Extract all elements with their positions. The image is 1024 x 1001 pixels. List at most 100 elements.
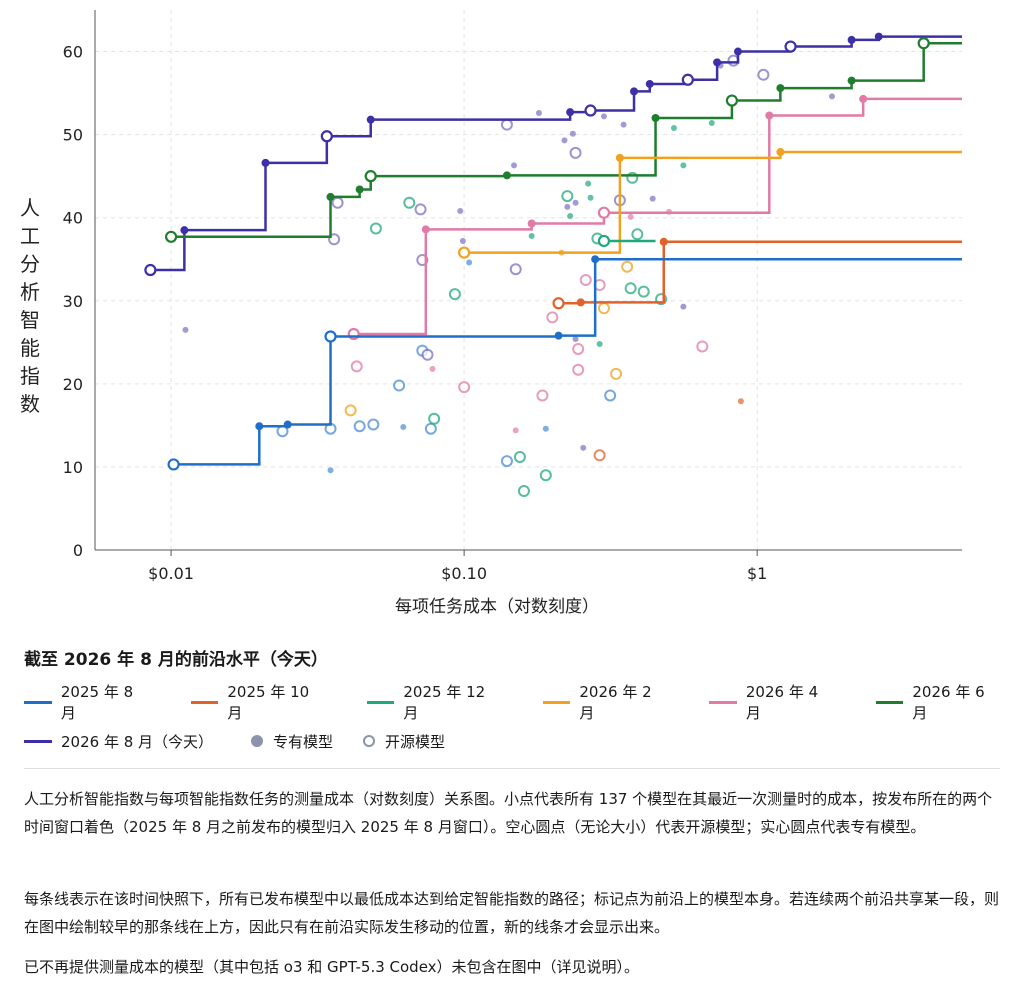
legend-label: 专有模型 bbox=[273, 732, 334, 751]
legend-label: 2026 年 2 月 bbox=[579, 683, 652, 722]
x-tick-label: $0.01 bbox=[148, 564, 194, 583]
scatter-point-open bbox=[350, 360, 363, 373]
frontier-marker bbox=[615, 153, 624, 162]
x-tick-label: $1 bbox=[747, 564, 767, 583]
legend-item[interactable]: 2025 年 12 月 bbox=[366, 681, 505, 723]
scatter-point-open bbox=[536, 389, 549, 402]
open-circle-icon bbox=[363, 735, 376, 747]
legend-swatch bbox=[24, 739, 52, 743]
x-axis-label: 每项任务成本（对数刻度） bbox=[395, 597, 599, 617]
legend-item[interactable]: 2026 年 6 月 bbox=[875, 681, 1005, 723]
frontier-lines bbox=[144, 32, 962, 471]
scatter-point-open bbox=[353, 420, 366, 433]
frontier-marker-open bbox=[584, 104, 597, 117]
scatter-point-filled bbox=[737, 398, 744, 405]
scatter-point-open bbox=[393, 379, 406, 392]
frontier-marker-open bbox=[552, 297, 565, 310]
scatter-point-filled bbox=[542, 425, 549, 432]
scatter-point-filled bbox=[567, 213, 574, 220]
y-axis-label-char: 数 bbox=[20, 392, 40, 416]
frontier-line bbox=[173, 257, 962, 466]
legend-item[interactable]: 2026 年 4 月 bbox=[709, 681, 838, 723]
scatter-point-filled bbox=[564, 203, 571, 210]
frontier-marker-open bbox=[364, 170, 377, 183]
scatter-point-open bbox=[604, 389, 617, 402]
frontier-marker-open bbox=[324, 330, 337, 343]
frontier-marker bbox=[874, 32, 883, 41]
scatter-point-filled bbox=[596, 340, 603, 347]
scatter-point-filled bbox=[708, 119, 715, 126]
y-axis-label-char: 分 bbox=[20, 252, 40, 276]
scatter-point-open bbox=[569, 146, 582, 159]
scatter-point-filled bbox=[649, 195, 656, 202]
scatter-point-open bbox=[593, 449, 606, 462]
frontier-marker bbox=[355, 185, 364, 194]
scatter-point-open bbox=[631, 228, 644, 241]
frontier-marker bbox=[776, 84, 785, 93]
y-tick-label: 40 bbox=[63, 209, 83, 228]
legend-label: 2026 年 6 月 bbox=[912, 683, 985, 722]
y-tick-label: 30 bbox=[63, 292, 83, 311]
frontier-marker bbox=[651, 114, 660, 122]
frontier-marker-open bbox=[164, 230, 178, 243]
scatter-layer bbox=[182, 54, 835, 498]
scatter-point-open bbox=[696, 340, 709, 353]
frontier-marker bbox=[776, 148, 785, 157]
legend-label: 2025 年 10 月 bbox=[227, 683, 310, 722]
caption-paragraph-2: 每条线表示在该时间快照下，所有已发布模型中以最低成本达到给定智能指数的路径；标记… bbox=[24, 890, 1000, 936]
frontier-chart: 0 10 20 30 40 50 60 $0.01 $0.10 $1 每项任务成本（对数刻度） 人… bbox=[20, 10, 962, 617]
frontier-line bbox=[464, 150, 962, 254]
legend-row-2: 2026 年 8 月（今天） 专有模型 开源模型 bbox=[24, 727, 1004, 755]
scatter-point-filled bbox=[627, 213, 634, 220]
legend-item[interactable]: 2025 年 8 月 bbox=[24, 681, 153, 723]
frontier-marker-open bbox=[597, 234, 611, 248]
frontier-marker-open bbox=[784, 40, 797, 53]
frontier-marker bbox=[527, 219, 536, 228]
legend-swatch bbox=[190, 700, 219, 704]
caption-paragraph-1: 人工分析智能指数与每项智能指数任务的测量成本（对数刻度）关系图。小点代表所有 1… bbox=[24, 790, 993, 836]
x-tick-label: $0.10 bbox=[441, 564, 487, 583]
scatter-point-filled bbox=[429, 365, 436, 372]
scatter-point-filled bbox=[569, 130, 576, 137]
legend-row-1: 2025 年 8 月 2025 年 10 月 2025 年 12 月 2026 … bbox=[24, 683, 1004, 722]
caption-paragraph-3: 已不再提供测量成本的模型（其中包括 o3 和 GPT-5.3 Codex）未包含… bbox=[24, 958, 640, 976]
legend-title: 截至 2026 年 8 月的前沿水平（今天） bbox=[24, 650, 328, 670]
legend-swatch bbox=[542, 700, 571, 704]
legend-item[interactable]: 2026 年 2 月 bbox=[542, 681, 672, 723]
legend-item-open[interactable]: 开源模型 bbox=[363, 731, 445, 752]
frontier-marker-open bbox=[917, 37, 930, 50]
scatter-point-filled bbox=[457, 208, 464, 215]
scatter-point-open bbox=[509, 263, 522, 276]
scatter-point-filled bbox=[680, 162, 687, 169]
scatter-point-open bbox=[367, 418, 380, 431]
scatter-point-open bbox=[624, 282, 637, 295]
scatter-point-open bbox=[539, 469, 552, 482]
scatter-point-open bbox=[597, 302, 610, 315]
scatter-point-filled bbox=[585, 180, 592, 187]
legend-swatch bbox=[875, 700, 904, 704]
scatter-point-filled bbox=[600, 113, 607, 120]
scatter-point-filled bbox=[580, 444, 587, 451]
scatter-point-open bbox=[561, 190, 574, 203]
chart-axes: 0 10 20 30 40 50 60 $0.01 $0.10 $1 bbox=[63, 10, 962, 583]
divider bbox=[24, 768, 1000, 769]
scatter-point-open bbox=[428, 412, 441, 425]
scatter-point-open bbox=[448, 288, 461, 301]
frontier-marker-open bbox=[144, 263, 157, 277]
scatter-point-open bbox=[757, 68, 770, 81]
frontier-line bbox=[150, 35, 962, 272]
y-axis-label-char: 人 bbox=[20, 196, 40, 220]
scatter-point-open bbox=[572, 363, 585, 376]
legend-item-proprietary[interactable]: 专有模型 bbox=[251, 731, 333, 752]
legend: 2025 年 8 月 2025 年 10 月 2025 年 12 月 2026 … bbox=[24, 683, 1004, 766]
frontier-marker bbox=[421, 225, 430, 234]
scatter-point-open bbox=[369, 222, 382, 235]
scatter-point-open bbox=[637, 285, 650, 298]
y-axis-label-char: 析 bbox=[20, 280, 40, 304]
legend-swatch bbox=[24, 700, 52, 704]
legend-item[interactable]: 2026 年 8 月（今天） bbox=[24, 731, 213, 752]
legend-label: 开源模型 bbox=[385, 732, 446, 751]
legend-item[interactable]: 2025 年 10 月 bbox=[190, 681, 329, 723]
scatter-point-filled bbox=[327, 467, 334, 474]
scatter-point-open bbox=[621, 260, 634, 273]
